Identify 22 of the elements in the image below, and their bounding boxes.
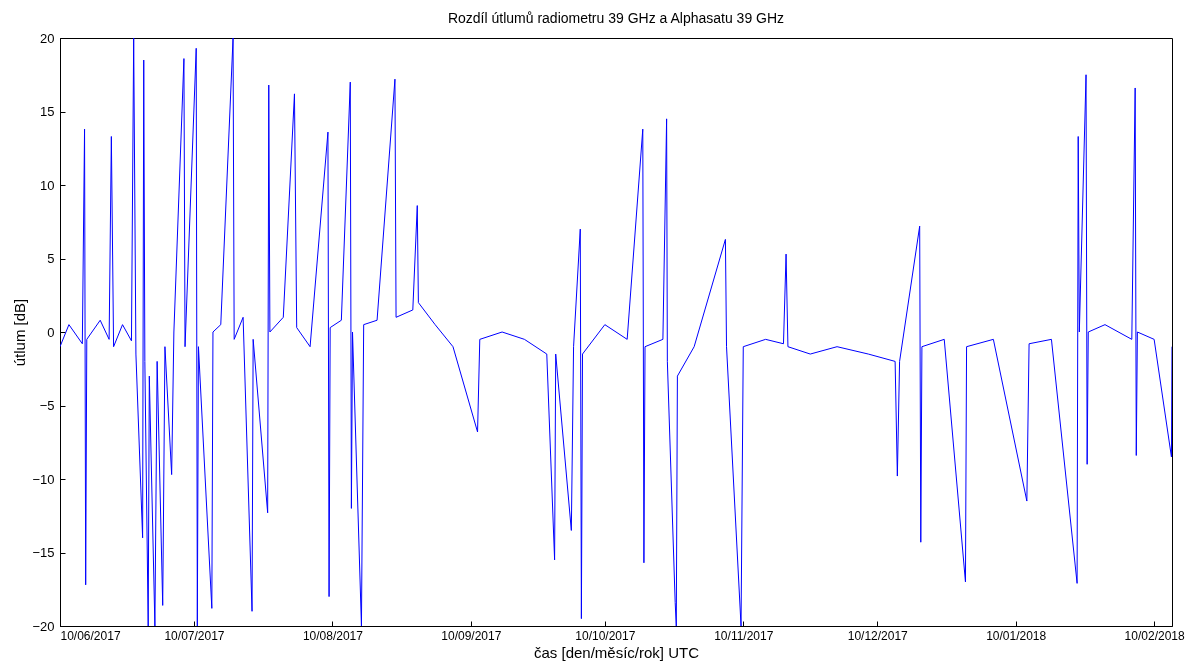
y-tick-label: −15 — [32, 545, 55, 560]
y-tick-label: −20 — [32, 618, 55, 634]
x-tick-label: 10/08/2017 — [302, 628, 364, 643]
y-tick-label: 0 — [47, 324, 55, 340]
x-tick-label: 10/06/2017 — [60, 628, 121, 643]
y-tick-label: −10 — [32, 471, 55, 487]
x-tick-label: 10/02/2018 — [1124, 628, 1185, 643]
x-tick-label: 10/12/2017 — [847, 628, 909, 643]
x-axis-title: čas [den/měsíc/rok] UTC — [533, 643, 700, 661]
x-tick-label: 10/07/2017 — [164, 628, 225, 643]
x-tick-label: 10/01/2018 — [986, 628, 1047, 643]
x-tick-label: 10/11/2017 — [714, 628, 774, 643]
chart-title: Rozdíl útlumů radiometru 39 GHz a Alphasatu 39 GHz — [447, 10, 785, 26]
line-series — [60, 38, 1172, 626]
y-tick-label: 15 — [40, 104, 55, 119]
y-tick-label: −5 — [39, 398, 55, 413]
y-tick-label: 20 — [40, 30, 55, 46]
y-tick-label: 10 — [40, 177, 55, 193]
x-tick-label: 10/09/2017 — [441, 628, 502, 643]
x-tick-label: 10/10/2017 — [575, 628, 636, 643]
y-tick-label: 5 — [47, 251, 55, 266]
y-axis-title: útlum [dB] — [11, 298, 29, 367]
